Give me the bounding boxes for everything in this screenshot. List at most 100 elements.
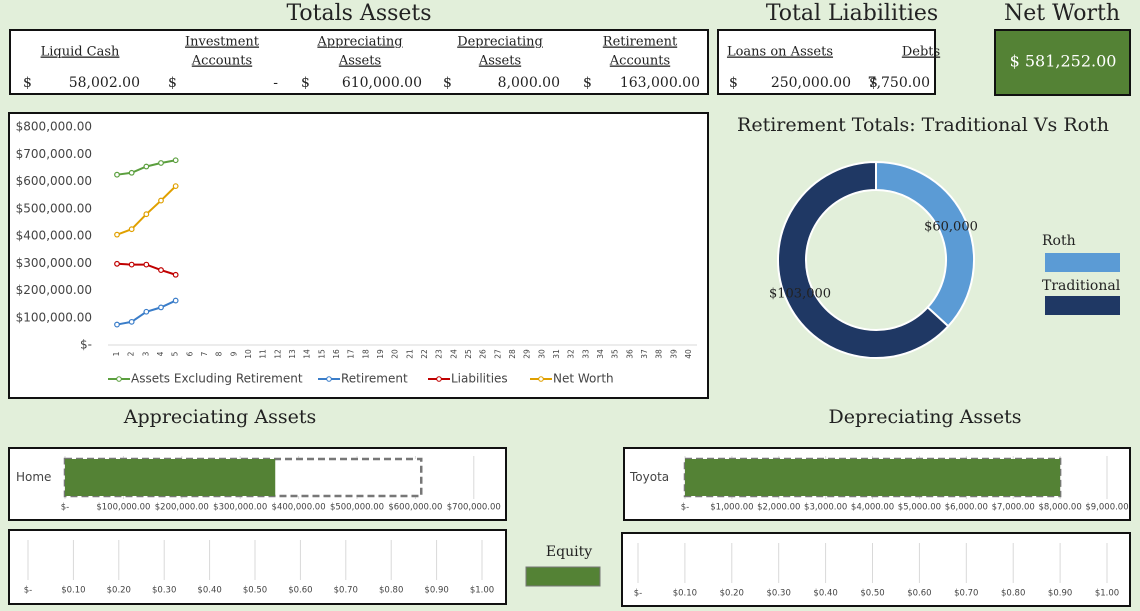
x-tick-label: $0.10 [61,586,85,596]
column-header: Appreciating [316,35,402,50]
point [114,260,120,267]
y-tick-label: $700,000.00 [16,147,92,161]
x-tick-label: $0.30 [152,586,176,596]
x-tick-label: 38 [655,349,664,359]
x-tick-label: 7 [200,351,209,356]
x-tick-label: 24 [449,349,458,359]
equity-legend-swatch [525,566,601,587]
x-tick-label: 3 [141,351,150,356]
x-tick-label: 18 [361,349,370,359]
currency: $ [301,75,310,91]
x-tick-label: 29 [523,349,532,359]
x-tick-label: 31 [552,349,561,359]
legend-label: Assets Excluding Retirement [131,372,303,386]
legend-label: Traditional [1042,278,1121,294]
x-tick-label: $700,000.00 [447,503,501,513]
y-tick-label: $100,000.00 [16,310,92,324]
legend-marker [326,376,332,382]
x-tick-label: $0.20 [107,586,131,596]
column-header: Loans on Assets [727,45,833,60]
legend-label: Liabilities [451,372,508,386]
column-header: Assets [338,54,381,69]
x-tick-label: 13 [288,349,297,359]
x-tick-label: 16 [332,349,341,359]
x-tick-label: 34 [596,349,605,359]
x-tick-label: $100,000.00 [96,503,150,513]
point [158,197,164,204]
x-tick-label: $5,000.00 [898,503,941,513]
empty-chart-box [8,529,507,605]
x-tick-label: $0.70 [334,586,358,596]
currency: $ [729,75,738,91]
liabilities-box [717,29,936,95]
x-tick-label: 28 [508,349,517,359]
currency: $ [168,75,177,91]
x-tick-label: $600,000.00 [388,503,442,513]
y-tick-label: $600,000.00 [16,174,92,188]
x-tick-label: 27 [493,349,502,359]
x-tick-label: 25 [464,349,473,359]
legend-label: Retirement [341,372,408,386]
x-tick-label: $0.80 [379,586,403,596]
point [158,160,164,166]
amount: 8,000.00 [498,75,560,91]
point [172,271,179,278]
assets-title: Totals Assets [286,1,431,26]
legend-label: Roth [1042,233,1076,249]
legend-marker [436,376,442,382]
point [172,297,179,304]
x-tick-label: 17 [347,349,356,359]
x-tick-label: 6 [185,351,194,356]
x-tick-label: $4,000.00 [851,503,894,513]
x-tick-label: 5 [171,351,180,356]
amount: 610,000.00 [342,75,422,91]
x-tick-label: $9,000.00 [1085,503,1128,513]
point [128,318,135,325]
x-tick-label: 15 [317,349,326,359]
chart-title: Appreciating Assets [123,406,316,428]
x-tick-label: 30 [537,349,546,359]
line-chart-box [8,112,709,399]
x-tick-label: $- [634,589,642,599]
x-tick-label: 19 [376,349,385,359]
y-tick-label: $500,000.00 [16,201,92,215]
x-tick-label: $0.40 [813,589,837,599]
x-tick-label: $1,000.00 [710,503,753,513]
x-tick-label: 4 [156,351,165,356]
amount: 7,750.00 [868,75,930,91]
legend-marker [116,376,122,382]
legend-swatch [1045,253,1120,272]
y-tick-label: Toyota [629,470,669,484]
x-tick-label: $3,000.00 [804,503,847,513]
data-label: $60,000 [924,220,978,235]
point [172,157,179,164]
x-tick-label: 32 [567,349,576,359]
x-tick-label: 2 [127,351,136,356]
point [158,267,164,273]
y-tick-label: $300,000.00 [16,256,92,270]
y-tick-label: $200,000.00 [16,283,92,297]
currency: $ [869,75,878,91]
x-tick-label: $7,000.00 [992,503,1035,513]
x-tick-label: 9 [229,351,238,356]
x-tick-label: 26 [479,349,488,359]
x-tick-label: $- [681,503,689,513]
y-tick-label: $- [80,338,92,352]
x-tick-label: $0.90 [1048,589,1072,599]
y-tick-label: $800,000.00 [16,120,92,134]
donut-title: Retirement Totals: Traditional Vs Roth [737,114,1109,136]
net-worth-value: $ 581,252.00 [1010,52,1117,71]
amount: 163,000.00 [620,75,700,91]
x-tick-label: 12 [273,349,282,359]
net-worth-box [994,29,1131,96]
point [128,226,135,233]
point [143,261,150,268]
amount: 250,000.00 [771,75,851,91]
x-tick-label: 40 [684,349,693,359]
x-tick-label: $1.00 [470,586,494,596]
x-tick-label: $6,000.00 [945,503,988,513]
x-tick-label: $0.50 [860,589,884,599]
x-tick-label: 1 [112,351,121,356]
x-tick-label: $0.20 [720,589,744,599]
x-tick-label: $0.60 [288,586,312,596]
